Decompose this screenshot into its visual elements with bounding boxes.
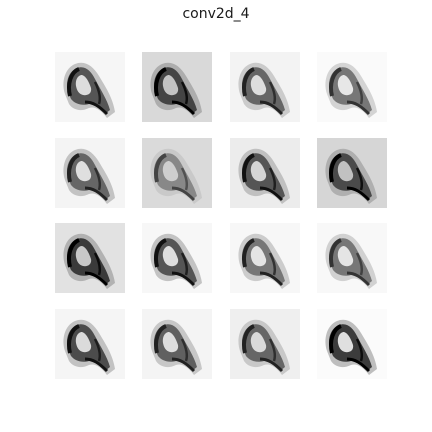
feature-map-7 xyxy=(230,138,300,208)
feature-map-image xyxy=(325,62,377,118)
feature-map-grid xyxy=(55,52,389,382)
feature-map-image xyxy=(63,233,115,289)
feature-map-image xyxy=(150,148,202,204)
feature-map-image xyxy=(63,62,115,118)
feature-map-image xyxy=(238,62,290,118)
feature-map-8 xyxy=(317,138,387,208)
feature-map-1 xyxy=(55,52,125,122)
feature-map-5 xyxy=(55,138,125,208)
feature-map-2 xyxy=(142,52,212,122)
feature-map-image xyxy=(238,148,290,204)
feature-map-image xyxy=(325,148,377,204)
figure-title: conv2d_4 xyxy=(182,6,250,22)
feature-map-16 xyxy=(317,309,387,379)
feature-map-14 xyxy=(142,309,212,379)
feature-map-image xyxy=(150,319,202,375)
feature-map-6 xyxy=(142,138,212,208)
feature-map-11 xyxy=(230,223,300,293)
feature-map-3 xyxy=(230,52,300,122)
feature-map-4 xyxy=(317,52,387,122)
feature-map-image xyxy=(63,319,115,375)
feature-map-12 xyxy=(317,223,387,293)
feature-map-image xyxy=(150,233,202,289)
feature-map-image xyxy=(63,148,115,204)
feature-map-image xyxy=(325,319,377,375)
feature-map-15 xyxy=(230,309,300,379)
feature-map-image xyxy=(238,319,290,375)
feature-map-10 xyxy=(142,223,212,293)
feature-map-13 xyxy=(55,309,125,379)
feature-map-9 xyxy=(55,223,125,293)
feature-map-image xyxy=(238,233,290,289)
feature-map-image xyxy=(325,233,377,289)
feature-map-image xyxy=(150,62,202,118)
